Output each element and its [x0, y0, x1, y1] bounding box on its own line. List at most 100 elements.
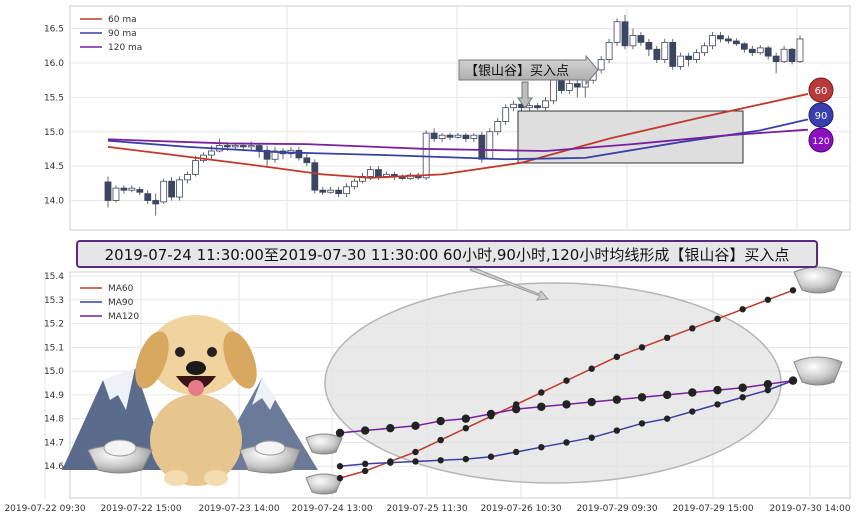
MA120-point — [335, 428, 345, 438]
ma120-line — [107, 128, 809, 152]
silver-ingot-icon — [305, 473, 343, 495]
candle-body — [669, 41, 677, 67]
candle-body — [343, 186, 351, 195]
MA90-point — [663, 415, 671, 422]
ma60-line — [107, 93, 809, 179]
candle-body — [152, 200, 160, 205]
silver-ingot-icon — [793, 266, 843, 294]
candle-body — [168, 180, 176, 198]
MA120-point — [587, 397, 596, 407]
candle-body — [661, 41, 669, 60]
candle-body — [351, 180, 358, 188]
candle-body — [645, 41, 653, 50]
candle-body — [231, 145, 239, 148]
y-tick-label: 14.6 — [44, 462, 64, 472]
silver-ingot-icon — [239, 440, 301, 474]
y-tick-label: 15.1 — [44, 343, 64, 353]
y-tick-label: 16.0 — [44, 59, 64, 69]
candle-body — [430, 132, 438, 140]
ma60-end-badge: 60 — [808, 77, 834, 103]
MA90-point — [538, 444, 545, 451]
x-tick-label: 2019-07-29 15:00 — [672, 504, 753, 514]
candle-body — [375, 169, 382, 177]
MA60-point — [638, 344, 646, 351]
candle-body — [772, 55, 780, 63]
candle-body — [701, 45, 708, 54]
bottom-x-ticks: 2019-07-22 09:30 2019-07-22 15:00 2019-07-… — [4, 504, 850, 514]
candle-body — [184, 173, 191, 181]
y-tick-label: 15.3 — [44, 296, 64, 306]
candle-body — [335, 189, 343, 195]
MA60-point — [462, 424, 470, 432]
MA60-point — [764, 296, 772, 303]
bottom-y-ticks: 14.6 14.7 14.8 14.9 15.0 15.1 15.2 15.3 15.4 — [44, 272, 64, 472]
MA120-point — [436, 416, 445, 426]
candle-body — [709, 35, 716, 47]
candle-body — [637, 35, 645, 43]
candle-body — [470, 134, 478, 140]
MA120-point — [461, 414, 471, 423]
MA120-point — [763, 379, 773, 389]
candle-body — [319, 189, 327, 193]
candle-body — [462, 134, 470, 140]
candle-body — [788, 48, 796, 63]
candle-body — [796, 38, 804, 63]
MA60-point — [563, 377, 570, 384]
MA60-point — [412, 448, 419, 456]
top-panel: 14.0 14.5 15.0 15.5 16.0 16.5 【银山谷】买入点 60 90 … — [44, 5, 851, 231]
candle-body — [526, 105, 533, 109]
MA60-point — [538, 389, 545, 396]
candle-body — [534, 105, 541, 109]
signal-arrow: 【银山谷】买入点 — [458, 54, 599, 109]
y-tick-label: 15.0 — [44, 128, 64, 138]
MA120-point — [637, 393, 647, 402]
candle-body — [271, 150, 279, 160]
candle-body — [725, 38, 732, 42]
candle-body — [677, 55, 685, 67]
candle-body — [565, 83, 573, 91]
MA90-point — [714, 401, 721, 408]
signal-label: 【银山谷】买入点 — [465, 64, 569, 79]
MA120-point — [562, 400, 571, 409]
MA90-point — [336, 463, 344, 470]
candle-body — [160, 180, 168, 203]
candle-body — [104, 181, 112, 201]
MA90-point — [689, 408, 696, 415]
legend-MA120: MA120 — [108, 312, 139, 322]
bottom-panel: 14.6 14.7 14.8 14.9 15.0 15.1 15.2 15.3 15.4 201… — [4, 266, 851, 514]
candle-body — [780, 48, 788, 63]
MA120-point — [537, 402, 546, 411]
top-legend: 60 ma 90 ma 120 ma — [80, 15, 142, 53]
MA60-point — [588, 365, 595, 372]
svg-text:60: 60 — [815, 86, 828, 97]
x-tick-label: 2019-07-23 14:00 — [198, 504, 279, 514]
y-tick-label: 15.4 — [44, 272, 64, 282]
MA120-point — [788, 376, 798, 385]
candle-body — [510, 103, 518, 109]
legend-90ma: 90 ma — [108, 29, 137, 39]
MA90-point — [437, 457, 444, 464]
candle-body — [740, 43, 748, 50]
candle-body — [557, 79, 565, 91]
candle-body — [717, 35, 724, 40]
y-tick-label: 14.8 — [44, 415, 64, 425]
MA60-point — [714, 315, 721, 322]
candle-body — [327, 189, 335, 193]
ma90-end-badge: 90 — [808, 102, 834, 128]
MA90-point — [412, 458, 419, 465]
MA90-point — [588, 434, 595, 441]
candle-body — [422, 132, 430, 179]
MA120-point — [713, 385, 722, 395]
ma-lines — [107, 93, 809, 179]
candle-body — [629, 35, 637, 47]
MA120-point — [486, 409, 496, 419]
x-tick-label: 2019-07-29 09:30 — [576, 504, 657, 514]
MA60-point — [689, 325, 696, 332]
MA120-point — [511, 404, 521, 414]
ma120-end-badge: 120 — [808, 127, 834, 153]
candle-body — [550, 79, 557, 102]
candle-body — [303, 157, 311, 164]
MA60-point — [739, 306, 746, 313]
MA120-point — [386, 423, 395, 433]
